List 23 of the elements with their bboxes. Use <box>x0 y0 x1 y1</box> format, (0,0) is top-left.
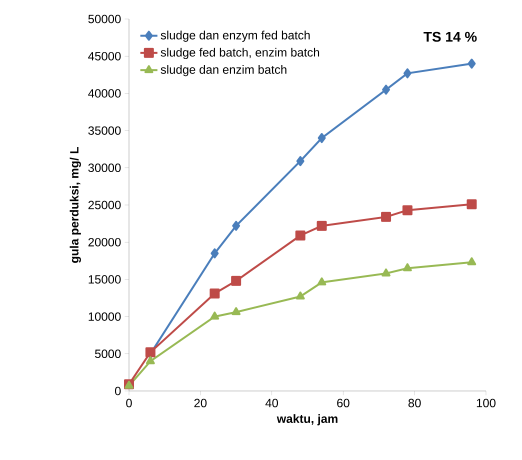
x-tick-label: 20 <box>194 398 207 408</box>
y-tick-label: 0 <box>115 386 121 396</box>
legend-label: sludge dan enzym fed batch <box>160 30 310 42</box>
y-tick-label: 30000 <box>88 164 121 172</box>
y-tick-label: 10000 <box>88 312 121 321</box>
annotation: TS 14 % <box>424 32 477 42</box>
y-tick-label: 45000 <box>88 52 121 60</box>
y-tick-label: 50000 <box>88 14 121 24</box>
y-axis-title: gula perduksi, mg/ L <box>70 147 81 263</box>
x-tick-label: 80 <box>408 398 421 408</box>
legend-label: sludge fed batch, enzim batch <box>160 48 320 60</box>
y-tick-label: 40000 <box>88 89 121 98</box>
y-tick-label: 20000 <box>88 238 121 246</box>
x-tick-label: 40 <box>265 398 278 408</box>
y-tick-label: 5000 <box>94 350 121 358</box>
x-tick-label: 100 <box>476 398 496 408</box>
x-axis-title: waktu, jam <box>276 414 338 426</box>
y-tick-label: 25000 <box>88 200 121 210</box>
x-tick-label: 60 <box>337 398 350 408</box>
y-tick-label: 15000 <box>88 275 121 284</box>
x-tick-label: 0 <box>126 398 132 408</box>
legend-label: sludge dan enzim batch <box>160 65 286 76</box>
y-tick-label: 35000 <box>88 126 121 135</box>
